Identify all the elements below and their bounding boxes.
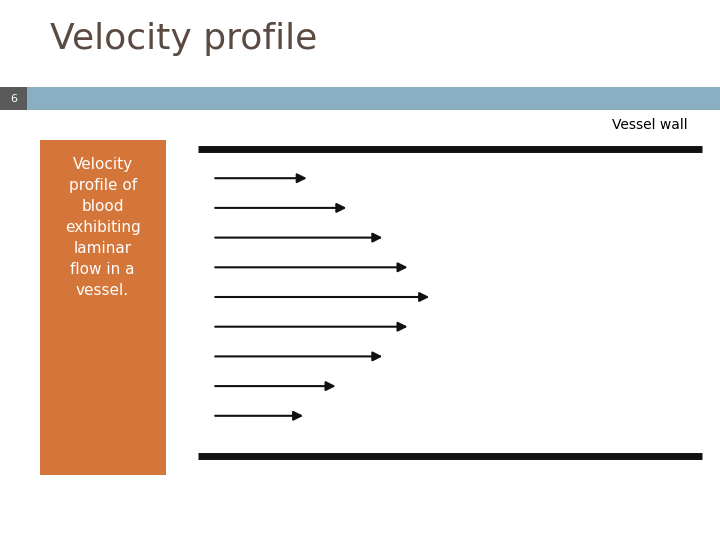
Bar bbox=[0, 87, 720, 110]
Text: Vessel wall: Vessel wall bbox=[612, 118, 688, 132]
Bar bbox=[40, 140, 166, 475]
Text: Velocity profile: Velocity profile bbox=[50, 22, 318, 56]
Bar bbox=[0, 87, 27, 110]
Text: Velocity
profile of
blood
exhibiting
laminar
flow in a
vessel.: Velocity profile of blood exhibiting lam… bbox=[65, 157, 140, 298]
Text: 6: 6 bbox=[10, 94, 17, 104]
